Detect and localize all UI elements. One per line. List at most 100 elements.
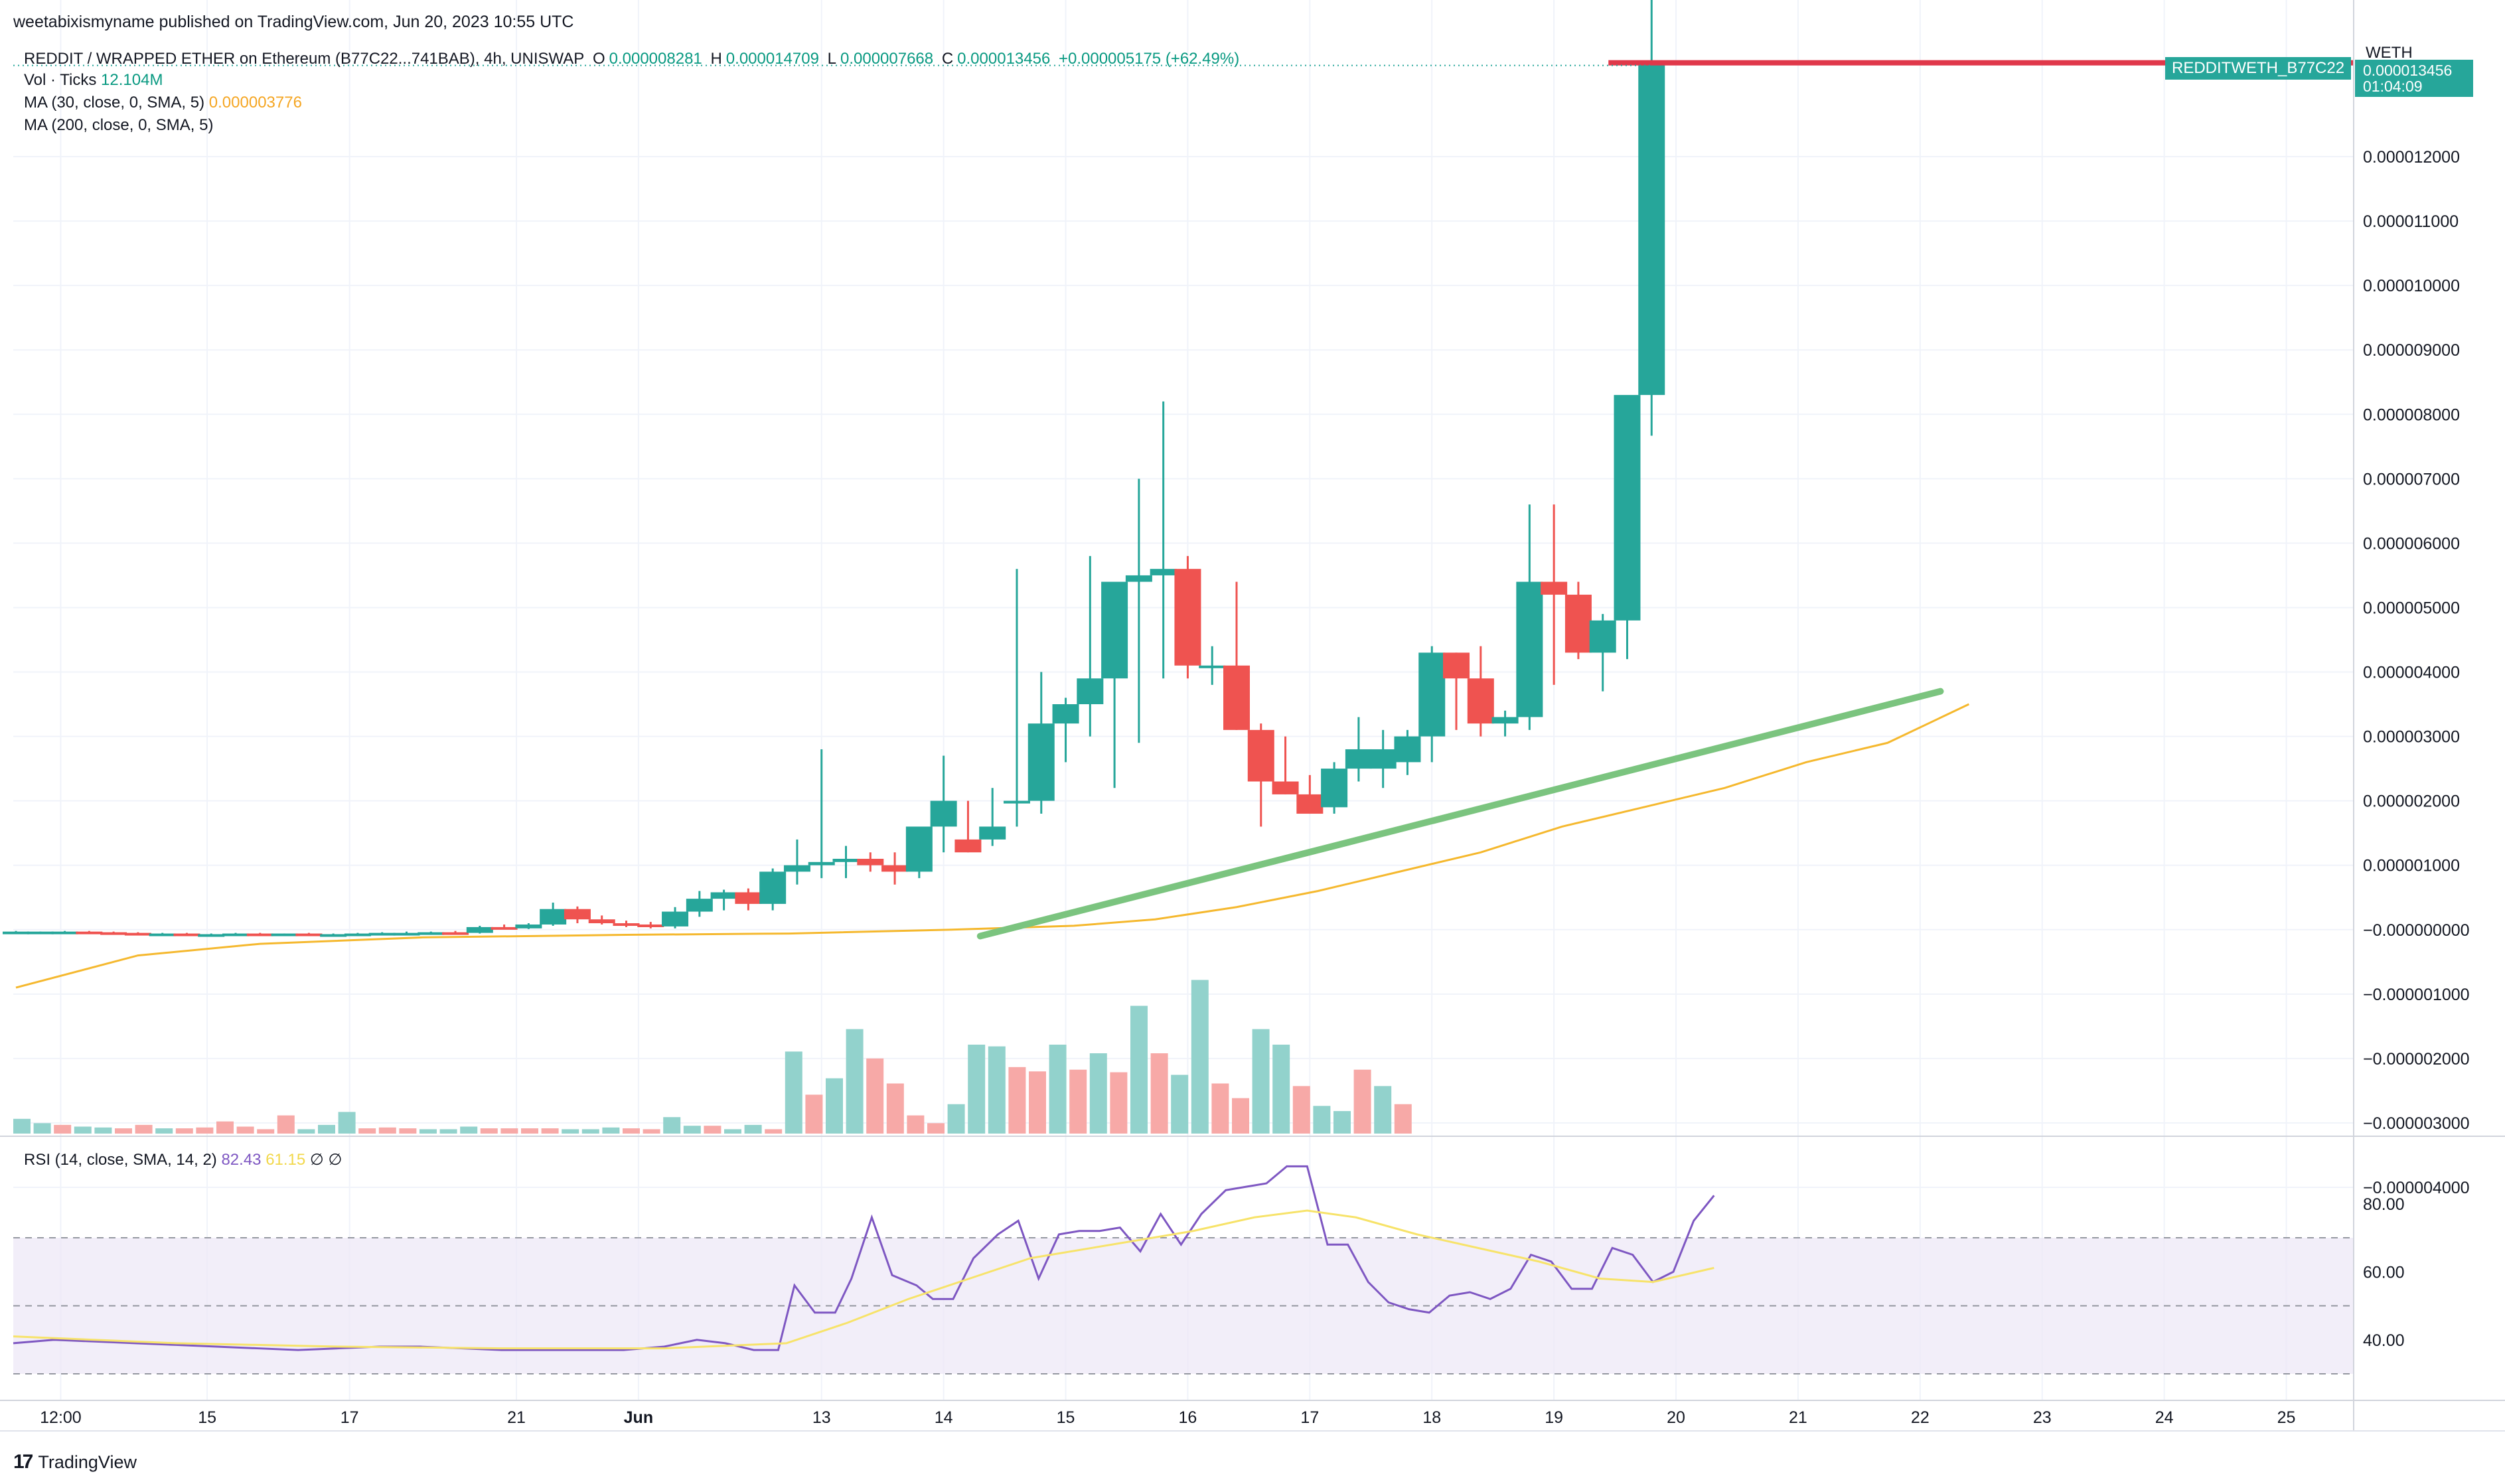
- price-tick-label: 0.000008000: [2363, 406, 2460, 424]
- volume-bar: [1049, 1045, 1067, 1134]
- open-value: 0.000008281: [609, 50, 702, 68]
- candle-body: [271, 933, 298, 936]
- trendline: [976, 688, 1944, 940]
- volume-bar: [33, 1123, 51, 1134]
- ma30-value: 0.000003776: [208, 94, 302, 111]
- symbol-title[interactable]: REDDIT / WRAPPED ETHER on Ethereum (B77C…: [24, 50, 585, 68]
- close-label: C: [941, 50, 954, 68]
- time-tick-label: 25: [2277, 1408, 2296, 1427]
- rsi-ma-value: 61.15: [266, 1151, 306, 1169]
- candle-body: [857, 858, 884, 865]
- candle-body: [1223, 665, 1250, 730]
- candle-body: [295, 933, 323, 936]
- rsi-tick-label: 80.00: [2363, 1195, 2405, 1214]
- volume-bar: [338, 1112, 356, 1134]
- candle-body: [418, 932, 445, 935]
- price-tick-label: 0.000009000: [2363, 341, 2460, 360]
- time-tick-label: 17: [1300, 1408, 1319, 1427]
- ma30-line: [15, 703, 1970, 989]
- price-tick-label: 0.000011000: [2363, 212, 2459, 231]
- volume-bar: [480, 1128, 498, 1134]
- moving-average-lines: [15, 703, 1970, 989]
- low-label: L: [827, 50, 836, 68]
- volume-bar: [419, 1129, 437, 1134]
- candle-body: [905, 826, 933, 872]
- volume-bar: [1272, 1045, 1290, 1134]
- candle-body: [1467, 678, 1494, 724]
- price-tick-label: 0.000010000: [2363, 277, 2460, 295]
- candle-body: [1541, 581, 1568, 595]
- rsi-label: RSI (14, close, SMA, 14, 2): [24, 1151, 217, 1169]
- drawings[interactable]: [13, 60, 2354, 940]
- volume-legend[interactable]: Vol · Ticks 12.104M: [24, 70, 163, 90]
- volume-bar: [1353, 1069, 1371, 1134]
- candle-body: [466, 927, 493, 933]
- candle-body: [1027, 723, 1055, 801]
- price-tick-label: 0.000003000: [2363, 728, 2460, 747]
- candle-body: [637, 924, 664, 927]
- currency-label: WETH: [2366, 44, 2413, 62]
- symbol-price-tag: REDDITWETH_B77C22: [2165, 57, 2352, 80]
- candle-body: [1443, 652, 1470, 679]
- volume-bar: [521, 1128, 538, 1134]
- tradingview-logo[interactable]: 17 TradingView: [13, 1451, 137, 1473]
- candle-body: [783, 865, 810, 872]
- volume-bar: [135, 1124, 153, 1134]
- volume-bar: [663, 1117, 681, 1134]
- volume-bar: [54, 1124, 72, 1134]
- volume-bar: [1150, 1053, 1168, 1134]
- rsi-na-1: ∅: [309, 1151, 324, 1169]
- volume-bar: [765, 1129, 783, 1134]
- close-value: 0.000013456: [957, 50, 1051, 68]
- candle-body: [1174, 569, 1201, 666]
- volume-bar: [500, 1128, 518, 1134]
- volume-bar: [277, 1115, 295, 1134]
- time-tick-label: 22: [1911, 1408, 1930, 1427]
- volume-bar: [257, 1129, 275, 1134]
- ma200-legend[interactable]: MA (200, close, 0, SMA, 5): [24, 115, 213, 135]
- volume-bar: [155, 1128, 173, 1134]
- volume-bar: [318, 1124, 335, 1134]
- candlesticks[interactable]: [3, 0, 1665, 937]
- ma30-legend[interactable]: MA (30, close, 0, SMA, 5) 0.000003776: [24, 93, 302, 113]
- candle-body: [710, 892, 737, 899]
- volume-bar: [886, 1083, 904, 1134]
- axes: 0.000012000 0.000011000 0.000010000 0.00000…: [0, 0, 2505, 1432]
- candle-body: [1077, 678, 1104, 705]
- volume-bar: [175, 1128, 193, 1134]
- ma200-label: MA (200, close, 0, SMA, 5): [24, 116, 214, 134]
- rsi-ma-line: [13, 1209, 1714, 1350]
- candle-body: [1589, 620, 1616, 653]
- rsi-legend[interactable]: RSI (14, close, SMA, 14, 2) 82.43 61.15 …: [24, 1150, 342, 1170]
- volume-bar: [399, 1128, 417, 1134]
- volume-bar: [1008, 1067, 1026, 1134]
- candle-body: [1345, 749, 1372, 769]
- price-tick-label: −0.000001000: [2363, 986, 2470, 1004]
- rsi-band: [13, 1237, 2354, 1374]
- candle-body: [368, 932, 396, 936]
- last-price-value: 0.000013456: [2363, 62, 2453, 79]
- candle-body: [198, 934, 225, 937]
- volume-bar: [115, 1128, 132, 1134]
- time-tick-label: Jun: [624, 1408, 653, 1427]
- volume-bar: [1232, 1098, 1249, 1134]
- candle-body: [442, 932, 469, 935]
- volume-bar: [866, 1058, 884, 1134]
- candle-body: [832, 858, 860, 862]
- volume-label: Vol · Ticks: [24, 71, 97, 89]
- candle-body: [759, 871, 787, 904]
- volume-bar: [907, 1115, 925, 1134]
- rsi-na-2: ∅: [328, 1151, 342, 1169]
- rsi-value: 82.43: [221, 1151, 262, 1169]
- candle-body: [686, 899, 713, 912]
- volume-bar: [297, 1129, 315, 1134]
- candle-body: [1564, 595, 1592, 653]
- symbol-ohlc-line[interactable]: REDDIT / WRAPPED ETHER on Ethereum (B77C…: [24, 49, 1243, 69]
- candle-body: [491, 927, 518, 930]
- price-tick-label: −0.000003000: [2363, 1114, 2470, 1133]
- volume-bar: [826, 1078, 843, 1134]
- candle-body: [1003, 800, 1030, 804]
- volume-bar: [805, 1094, 823, 1134]
- time-tick-label: 19: [1545, 1408, 1563, 1427]
